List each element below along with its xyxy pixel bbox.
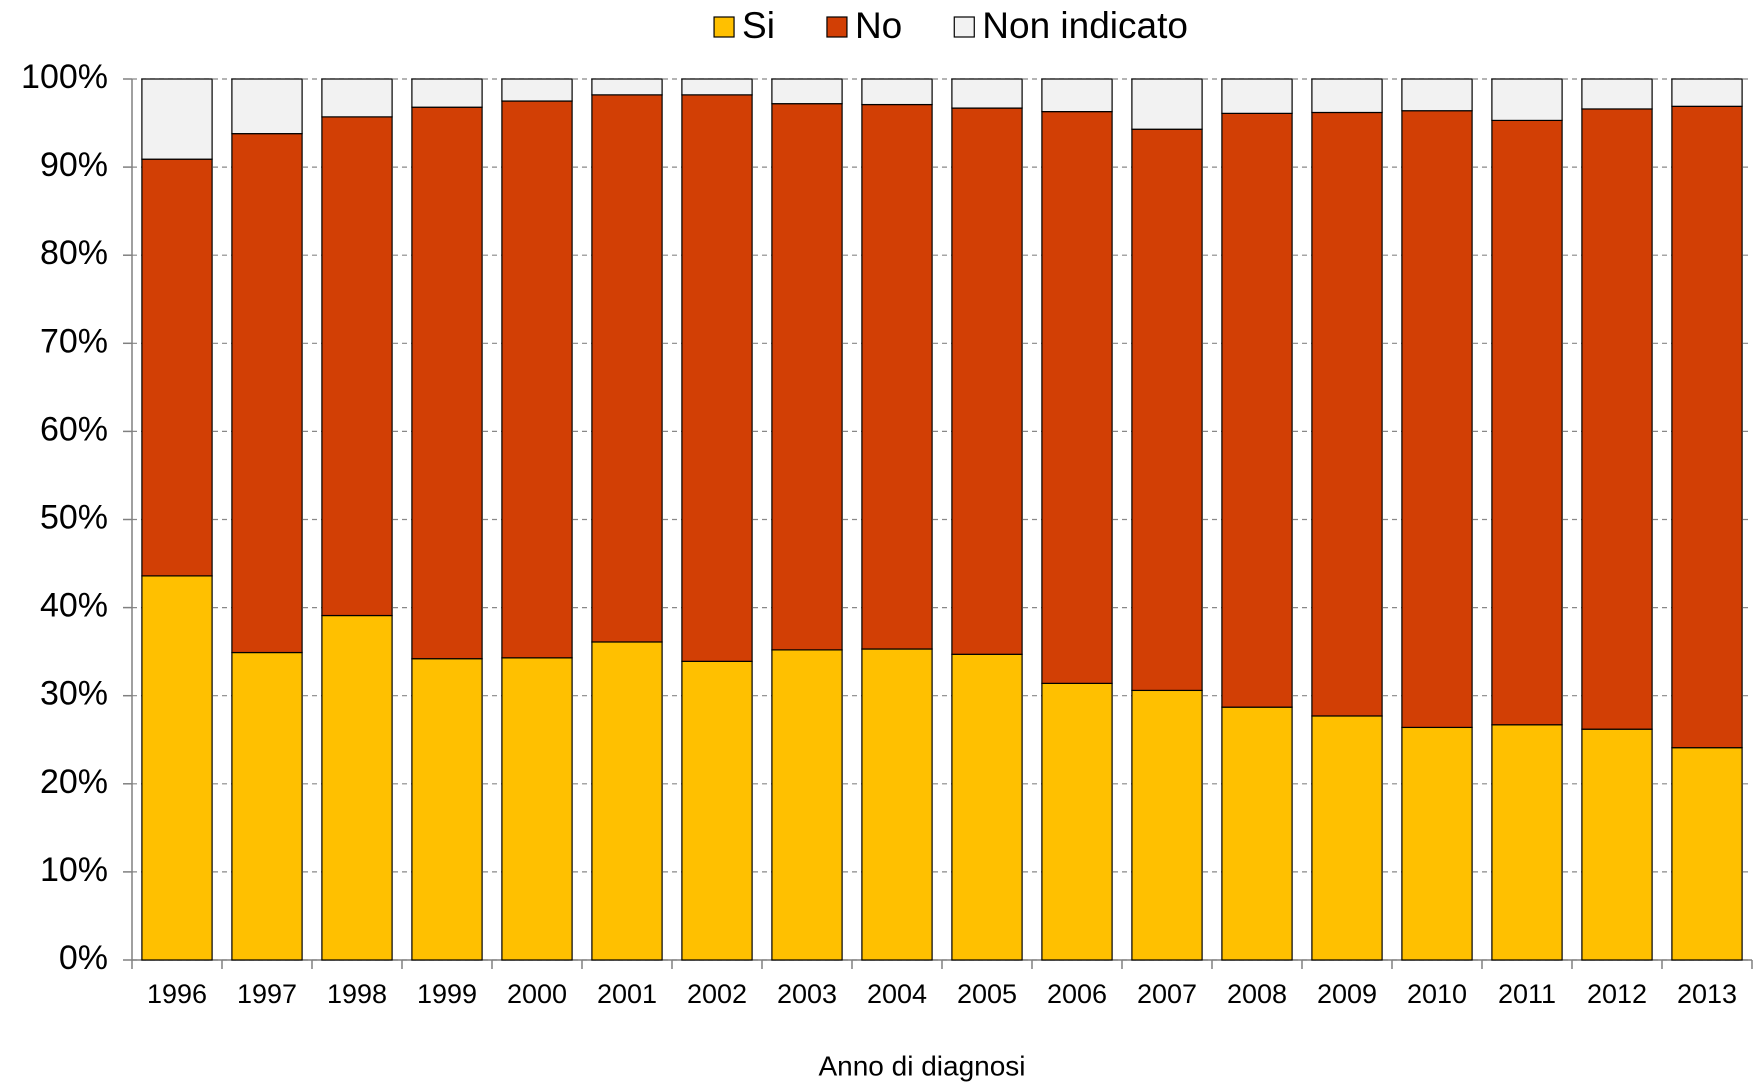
x-tick-label: 2012 xyxy=(1587,979,1647,1009)
y-tick-label: 70% xyxy=(40,322,108,360)
bar-segment xyxy=(591,78,663,96)
bar-segment xyxy=(1581,108,1653,730)
legend-label: No xyxy=(855,5,902,46)
bar-segment xyxy=(1311,715,1383,961)
legend-swatch xyxy=(953,16,975,38)
bar-segment xyxy=(681,94,753,662)
bar-segment xyxy=(231,651,303,961)
x-tick-label: 2009 xyxy=(1317,979,1377,1009)
bar-segment xyxy=(411,78,483,108)
bar-segment xyxy=(951,653,1023,961)
legend-label: Non indicato xyxy=(982,5,1188,46)
y-tick-label: 0% xyxy=(59,939,108,977)
bar-segment xyxy=(321,614,393,961)
bar-segment xyxy=(1671,105,1743,749)
bar-segment xyxy=(861,78,933,106)
legend-label: Si xyxy=(742,5,775,46)
x-tick-label: 1999 xyxy=(417,979,477,1009)
bar-segment xyxy=(141,78,213,160)
y-tick-label: 100% xyxy=(21,58,108,96)
bar-segment xyxy=(1311,111,1383,717)
bar-segment xyxy=(1671,78,1743,107)
bar-segment xyxy=(1131,128,1203,692)
bar-segment xyxy=(501,78,573,102)
x-tick-label: 2002 xyxy=(687,979,747,1009)
x-axis-title: Anno di diagnosi xyxy=(818,1050,1025,1081)
bar-segment xyxy=(1671,747,1743,961)
x-tick-label: 2001 xyxy=(597,979,657,1009)
x-tick-label: 2005 xyxy=(957,979,1017,1009)
bar-segment xyxy=(231,78,303,135)
bar-segment xyxy=(411,106,483,660)
bar-segment xyxy=(321,116,393,617)
bar-segment xyxy=(951,78,1023,109)
bar-segment xyxy=(141,575,213,961)
x-tick-label: 2006 xyxy=(1047,979,1107,1009)
bar-segment xyxy=(1131,78,1203,130)
bar-segment xyxy=(231,133,303,654)
bar-segment xyxy=(1041,78,1113,113)
bar-segment xyxy=(1491,119,1563,726)
y-tick-label: 40% xyxy=(40,587,108,625)
bar-segment xyxy=(1221,706,1293,961)
x-tick-label: 1996 xyxy=(147,979,207,1009)
y-tick-label: 30% xyxy=(40,675,108,713)
bar-segment xyxy=(681,660,753,961)
bar-segment xyxy=(1221,78,1293,114)
bar-segment xyxy=(771,649,843,961)
legend-swatch xyxy=(713,16,735,38)
bar-segment xyxy=(591,641,663,961)
bar-segment xyxy=(861,103,933,650)
bar-segment xyxy=(771,78,843,105)
x-tick-label: 2003 xyxy=(777,979,837,1009)
bar-segment xyxy=(1401,726,1473,961)
x-tick-label: 1998 xyxy=(327,979,387,1009)
x-tick-label: 2011 xyxy=(1498,979,1556,1009)
bar-segment xyxy=(1581,78,1653,110)
x-tick-label: 2013 xyxy=(1677,979,1737,1009)
bar-segment xyxy=(1491,78,1563,122)
bar-segment xyxy=(1041,682,1113,961)
x-tick-label: 2007 xyxy=(1137,979,1197,1009)
bar-segment xyxy=(1401,78,1473,112)
bar-segment xyxy=(681,78,753,96)
y-tick-label: 50% xyxy=(40,498,108,536)
x-tick-label: 2004 xyxy=(867,979,927,1009)
x-tick-label: 2000 xyxy=(507,979,567,1009)
bar-segment xyxy=(591,94,663,643)
y-tick-label: 20% xyxy=(40,763,108,801)
bar-segment xyxy=(141,158,213,577)
y-tick-label: 90% xyxy=(40,146,108,184)
y-tick-label: 60% xyxy=(40,410,108,448)
bar-segment xyxy=(1131,689,1203,961)
bar-segment xyxy=(1401,110,1473,729)
bar-segment xyxy=(501,100,573,659)
x-tick-label: 2010 xyxy=(1407,979,1467,1009)
y-tick-label: 80% xyxy=(40,234,108,272)
bar-segment xyxy=(1041,110,1113,684)
bar-segment xyxy=(321,78,393,118)
x-tick-label: 1997 xyxy=(237,979,297,1009)
x-tick-label: 2008 xyxy=(1227,979,1287,1009)
legend-swatch xyxy=(826,16,848,38)
bar-segment xyxy=(501,657,573,961)
bar-segment xyxy=(1311,78,1383,114)
bar-segment xyxy=(1581,728,1653,961)
bar-segment xyxy=(951,107,1023,655)
bar-segment xyxy=(1491,724,1563,961)
bar-segment xyxy=(411,658,483,961)
bar-segment xyxy=(771,103,843,651)
y-tick-label: 10% xyxy=(40,851,108,889)
bar-segment xyxy=(1221,112,1293,708)
bar-segment xyxy=(861,648,933,961)
